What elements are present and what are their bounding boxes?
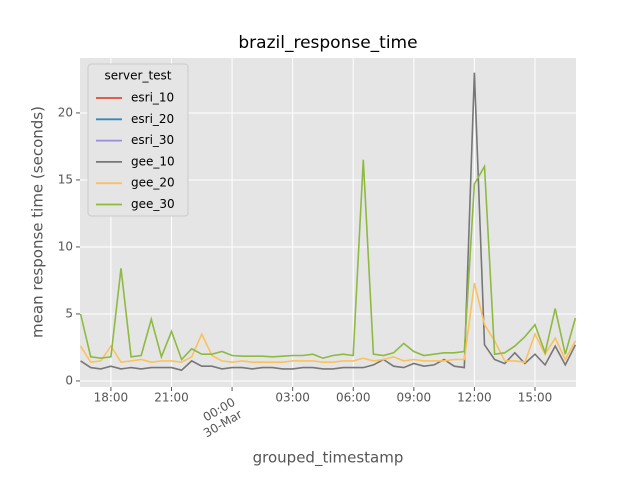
series-line [79,159,577,361]
legend-label: gee_20 [131,176,175,190]
legend-box [87,63,189,217]
legend-label: gee_10 [131,154,175,168]
legend: server_test esri_10 esri_20 esri_30 gee_10ge… [87,63,189,217]
legend-label: esri_10 [131,91,174,105]
x-axis-label: grouped_timestamp [253,449,404,468]
legend-label: gee_30 [131,197,175,211]
y-tick-label: 10 [58,239,73,253]
x-tick-label: 18:00 [94,391,129,405]
x-tick-label: 09:00 [397,391,432,405]
legend-label: esri_20 [131,112,174,126]
x-tick-label: 03:00 [275,391,310,405]
legend-label: esri_30 [131,133,174,147]
legend-title: server_test [104,69,171,83]
y-tick-label: 5 [65,306,73,320]
series-line [79,282,577,364]
x-tick-label: 12:00 [457,391,492,405]
x-tick-label: 15:00 [518,391,553,405]
chart-title: brazil_response_time [238,33,417,53]
x-tick-label: 21:00 [154,391,189,405]
y-tick-label: 15 [58,172,73,186]
x-tick-label: 06:00 [336,391,371,405]
y-tick-label: 0 [65,373,73,387]
y-tick-label: 20 [58,105,73,119]
y-axis-label: mean response time (seconds) [29,106,47,338]
series-line [80,72,577,372]
